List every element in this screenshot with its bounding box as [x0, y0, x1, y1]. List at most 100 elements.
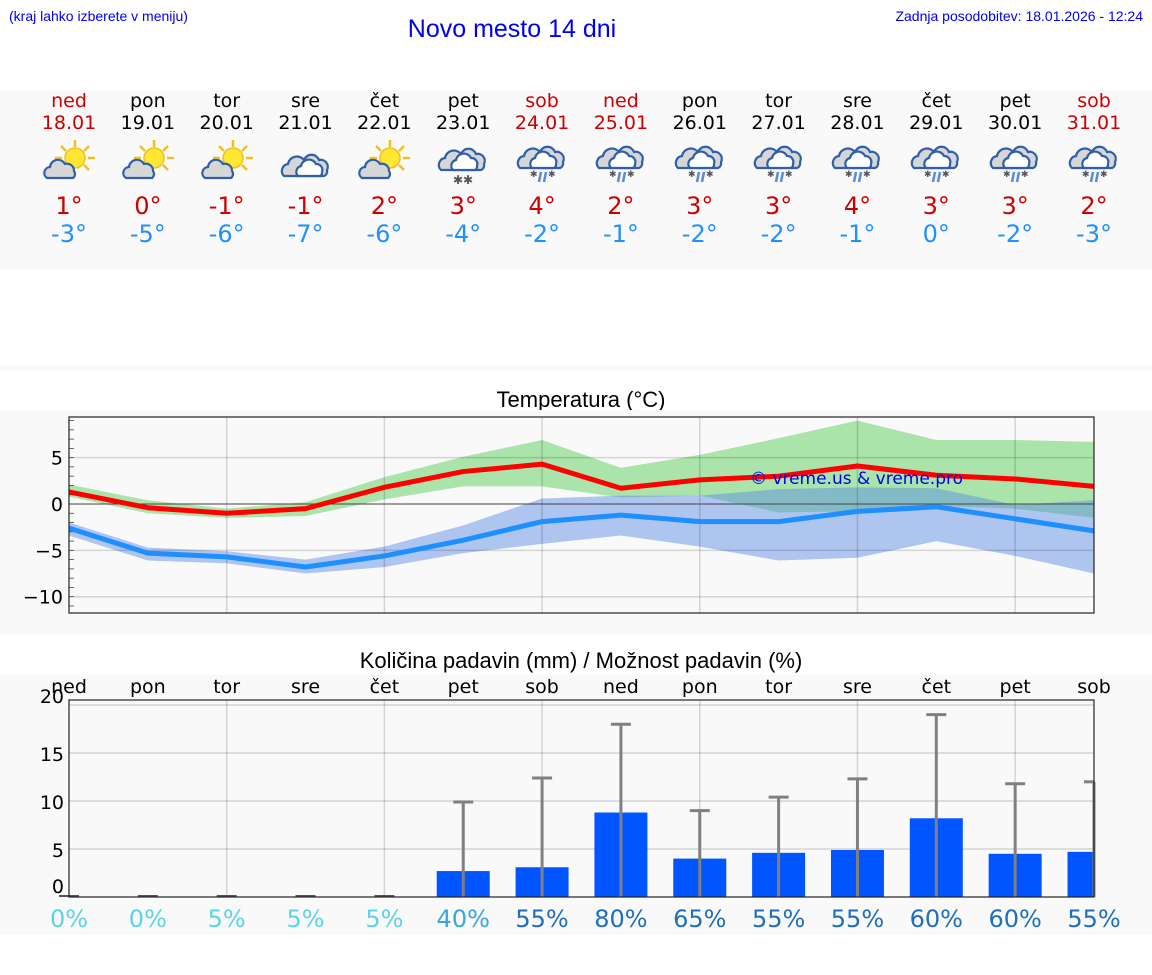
last-update: Zadnja posodobitev: 18.01.2026 - 12:24	[895, 8, 1143, 24]
cloud-sleet-icon: ✱ ✱	[595, 145, 644, 183]
svg-text:✱: ✱	[942, 170, 950, 180]
temp-min: -2°	[524, 220, 561, 248]
day-forecast: čet 22.01 2° -6°	[344, 90, 424, 248]
page-title: Novo mesto 14 dni	[407, 15, 617, 43]
temp-max: 3°	[764, 192, 793, 220]
svg-text:✱: ✱	[863, 170, 871, 180]
day-forecast: sob 24.01 ✱ ✱ 4° -2°	[502, 90, 582, 248]
precipitation-chart-title: Količina padavin (mm) / Možnost padavin …	[359, 648, 803, 673]
day-date: 20.01	[199, 112, 254, 134]
day-date: 29.01	[909, 112, 964, 134]
temp-min: -1°	[602, 220, 639, 248]
precip-day-label: pet	[448, 676, 479, 698]
day-forecast: tor 20.01 -1° -6°	[187, 90, 267, 248]
temp-min: -4°	[445, 220, 482, 248]
temp-min: -1°	[839, 220, 876, 248]
svg-text:✱: ✱	[453, 173, 463, 186]
precip-day-label: ned	[51, 676, 87, 698]
svg-text:20: 20	[40, 686, 64, 708]
day-forecast: pon 26.01 ✱ ✱ 3° -2°	[660, 90, 740, 248]
svg-text:15: 15	[40, 744, 64, 766]
temp-max: 1°	[55, 192, 83, 220]
svg-text:0: 0	[51, 494, 63, 516]
precip-day-label: čet	[922, 676, 952, 698]
day-name: sre	[842, 90, 872, 112]
precip-probability: 55%	[1067, 905, 1120, 933]
temp-min: -2°	[681, 220, 718, 248]
precip-day-label: ned	[603, 676, 639, 698]
max-temp-line	[68, 461, 1095, 516]
temp-max: -1°	[208, 192, 245, 220]
svg-text:✱: ✱	[609, 170, 617, 180]
day-date: 28.01	[830, 112, 885, 134]
day-date: 25.01	[593, 112, 649, 134]
day-forecast: sre 21.01 -1° -7°	[266, 90, 346, 248]
cloud-sleet-icon: ✱ ✱	[753, 145, 802, 183]
partly-sunny-icon	[43, 140, 95, 180]
precip-day-label: sre	[291, 676, 320, 698]
temp-max: 3°	[686, 192, 714, 220]
precip-probability: 0%	[129, 905, 167, 933]
svg-text:✱: ✱	[1100, 170, 1108, 180]
temp-max: -1°	[287, 192, 324, 220]
day-forecast: ned 25.01 ✱ ✱ 2° -1°	[581, 90, 661, 248]
day-name: tor	[765, 90, 793, 112]
day-date: 21.01	[278, 112, 333, 134]
precip-probability: 65%	[673, 905, 726, 933]
min-temp-line	[68, 504, 1095, 570]
day-name: pet	[447, 90, 479, 112]
partly-sunny-icon	[358, 140, 411, 180]
partly-sunny-icon	[122, 140, 174, 180]
day-forecast: sre 28.01 ✱ ✱ 4° -1°	[817, 90, 897, 248]
precip-probability: 55%	[515, 905, 568, 933]
svg-text:✱: ✱	[1082, 170, 1090, 180]
min-temp-range-band	[69, 487, 1094, 574]
temp-min: -7°	[287, 220, 324, 248]
svg-text:✱: ✱	[548, 170, 556, 180]
svg-text:−10: −10	[23, 587, 63, 609]
day-name: sob	[1077, 90, 1111, 112]
day-date: 31.01	[1066, 112, 1122, 134]
day-date: 30.01	[987, 112, 1043, 134]
svg-text:✱: ✱	[688, 170, 696, 180]
temp-min: -2°	[997, 220, 1034, 248]
precip-probability: 5%	[286, 905, 324, 933]
day-name: pon	[681, 90, 718, 112]
cloud-sleet-icon: ✱ ✱	[516, 145, 565, 183]
day-forecast: čet 29.01 ✱ ✱ 3° 0°	[896, 90, 976, 248]
day-date: 22.01	[357, 112, 412, 134]
watermark: © vreme.us & vreme.pro	[750, 469, 963, 489]
precip-probability: 60%	[988, 905, 1041, 933]
svg-text:✱: ✱	[530, 170, 538, 180]
temp-max: 2°	[607, 192, 635, 220]
daily-forecast: ned 18.01 1° -3° pon 19.01 0° -5° tor 20…	[0, 90, 1152, 270]
max-temp-range-band	[69, 420, 1094, 518]
day-date: 19.01	[120, 112, 176, 134]
temp-min: 0°	[922, 220, 950, 248]
temp-max: 4°	[528, 192, 556, 220]
precip-day-label: sob	[1077, 676, 1111, 698]
svg-text:5: 5	[52, 840, 64, 862]
precip-day-label: sob	[525, 676, 559, 698]
precip-day-label: pon	[682, 676, 718, 698]
svg-text:−5: −5	[35, 540, 63, 562]
forecast-band	[0, 90, 1152, 270]
day-name: ned	[51, 90, 87, 112]
svg-text:5: 5	[51, 448, 63, 470]
precip-bar	[1067, 851, 1094, 897]
precip-probability: 55%	[831, 905, 884, 933]
day-date: 23.01	[436, 112, 491, 134]
temp-min: -6°	[366, 220, 403, 248]
temp-max: 2°	[1080, 192, 1108, 220]
precip-probability: 0%	[50, 905, 88, 933]
cloud-sleet-icon: ✱ ✱	[832, 145, 881, 183]
precip-probability: 55%	[752, 905, 805, 933]
day-forecast: pet 30.01 ✱ ✱ 3° -2°	[975, 90, 1055, 248]
precip-probability: 5%	[365, 905, 403, 933]
day-name: čet	[369, 90, 400, 112]
temp-min: -6°	[208, 220, 245, 248]
cloud-sleet-icon: ✱ ✱	[989, 145, 1038, 183]
temp-max: 0°	[134, 192, 162, 220]
